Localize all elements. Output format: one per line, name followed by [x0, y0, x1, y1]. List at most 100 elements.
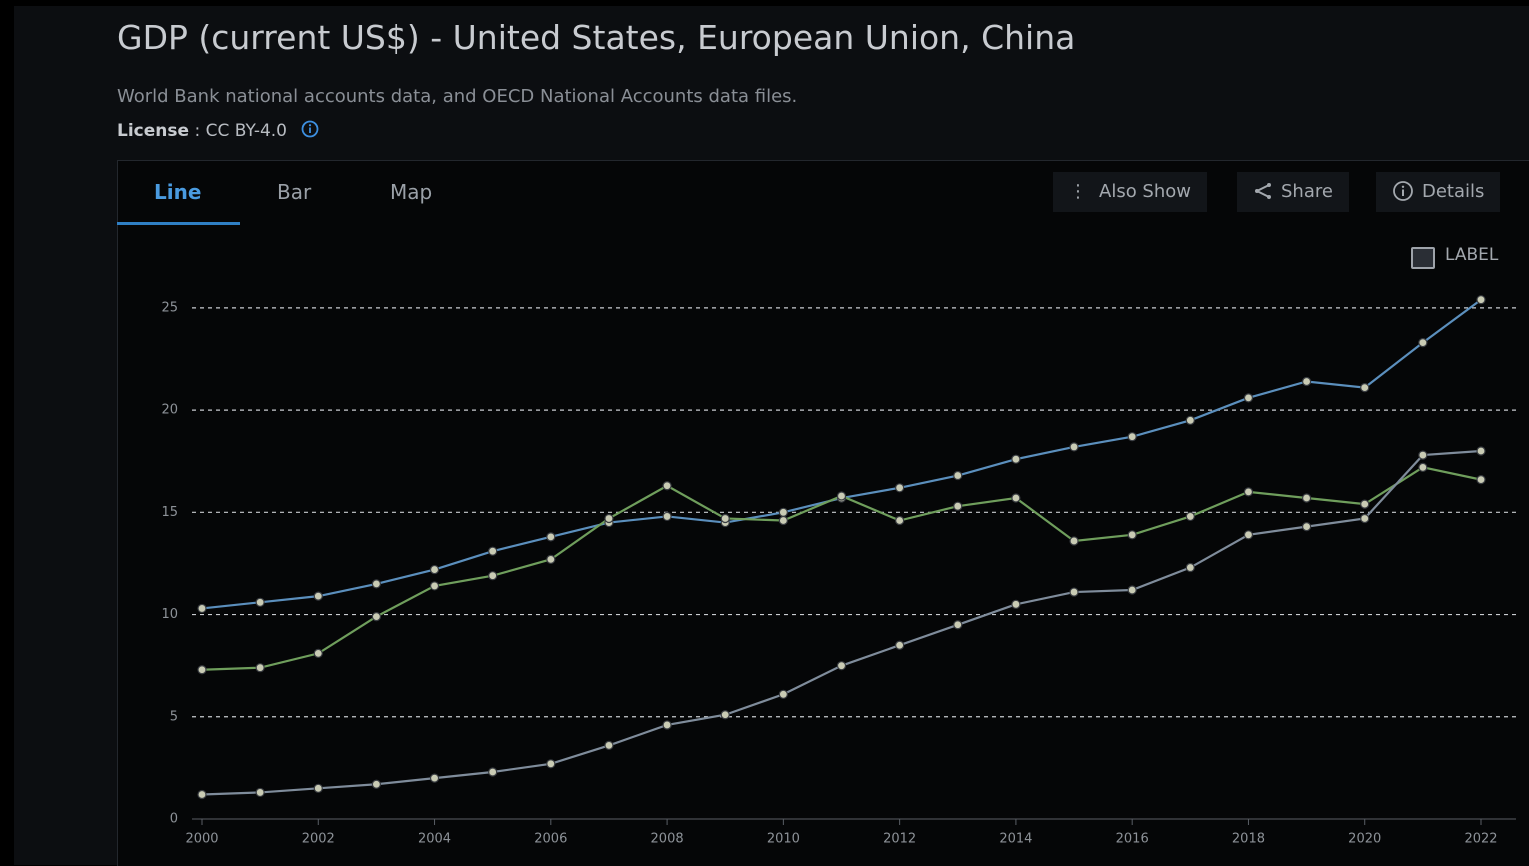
license: License : CC BY-4.0	[117, 119, 320, 141]
data-point	[778, 689, 788, 699]
data-point	[662, 481, 672, 491]
x-tick-label: 2006	[534, 832, 567, 847]
label-toggle: LABEL	[1445, 245, 1499, 265]
data-point	[778, 515, 788, 526]
data-point	[313, 591, 323, 601]
data-point	[720, 710, 730, 720]
license-value: : CC BY-4.0	[194, 121, 287, 141]
data-point	[1476, 475, 1486, 485]
data-point	[546, 554, 556, 564]
data-point	[1301, 493, 1312, 503]
data-point	[488, 546, 498, 556]
data-point	[371, 611, 382, 622]
y-tick-label: 10	[161, 607, 178, 622]
y-tick-label: 20	[161, 403, 178, 418]
data-point	[1360, 383, 1370, 393]
data-point	[895, 515, 905, 526]
data-point	[1301, 376, 1312, 387]
data-point	[1476, 446, 1486, 456]
data-point	[1127, 432, 1137, 442]
data-point	[895, 483, 905, 493]
data-point	[662, 720, 672, 730]
x-tick-label: 2004	[418, 832, 451, 847]
data-point	[313, 783, 323, 793]
data-point	[604, 513, 614, 524]
data-point	[197, 789, 207, 800]
data-point	[546, 759, 556, 769]
data-point	[953, 470, 963, 481]
tab[interactable]: Line	[154, 180, 202, 204]
y-tick-label: 5	[170, 709, 178, 724]
data-point	[1360, 513, 1370, 524]
data-point	[604, 740, 614, 751]
data-point	[1476, 295, 1486, 305]
tab-underline	[117, 222, 240, 225]
button-label: Details	[1422, 181, 1485, 202]
data-point	[1185, 562, 1195, 573]
data-point	[488, 571, 498, 581]
x-tick-label: 2016	[1116, 832, 1149, 847]
also-show-button[interactable]: ⋮ Also Show	[1053, 172, 1207, 212]
data-point	[1127, 530, 1137, 540]
share-button[interactable]: Share	[1237, 172, 1349, 212]
data-point	[1418, 450, 1428, 460]
data-point	[1185, 415, 1195, 425]
chart-box	[117, 160, 1529, 866]
data-point	[255, 787, 265, 798]
info-icon[interactable]	[300, 119, 320, 139]
data-point	[546, 532, 556, 542]
data-point	[1418, 338, 1428, 348]
data-point	[836, 661, 847, 671]
data-point	[1069, 536, 1079, 546]
data-point	[1243, 530, 1254, 540]
label-checkbox[interactable]	[1411, 247, 1435, 269]
page-title: GDP (current US$) - United States, Europ…	[117, 18, 1076, 57]
data-point	[1011, 493, 1021, 503]
data-point	[1418, 462, 1428, 472]
tab[interactable]: Bar	[277, 180, 312, 204]
data-point	[429, 581, 440, 591]
data-point	[1069, 587, 1079, 597]
data-point	[1360, 499, 1370, 509]
y-tick-label: 25	[161, 300, 178, 315]
x-tick-label: 2008	[651, 832, 684, 847]
data-point	[953, 620, 963, 630]
data-point	[1069, 442, 1079, 452]
details-button[interactable]: Details	[1376, 172, 1501, 212]
x-tick-label: 2018	[1232, 832, 1265, 847]
button-label: Also Show	[1099, 181, 1191, 202]
data-point	[255, 663, 265, 673]
data-point	[720, 513, 730, 524]
x-tick-label: 2020	[1348, 832, 1381, 847]
data-point	[778, 507, 788, 517]
x-tick-label: 2022	[1464, 832, 1497, 847]
data-point	[662, 511, 672, 522]
x-tick-label: 2010	[767, 832, 800, 847]
data-point	[1185, 511, 1195, 522]
series-line	[201, 298, 1482, 610]
subtitle: World Bank national accounts data, and O…	[117, 86, 798, 107]
data-point	[1011, 454, 1021, 464]
x-tick-label: 2012	[883, 832, 916, 847]
x-tick-label: 2000	[185, 832, 218, 847]
data-point	[313, 648, 323, 659]
button-label: Share	[1281, 181, 1333, 202]
y-tick-label: 15	[161, 505, 178, 520]
data-point	[1243, 487, 1254, 497]
data-point	[429, 773, 440, 783]
data-point	[197, 665, 207, 675]
data-point	[1243, 393, 1254, 403]
data-point	[371, 779, 382, 789]
x-tick-label: 2014	[999, 832, 1032, 847]
license-label: License	[117, 121, 190, 141]
data-point	[429, 564, 440, 575]
tab[interactable]: Map	[390, 180, 433, 204]
data-point	[1011, 599, 1021, 609]
x-tick-label: 2002	[302, 832, 335, 847]
data-point	[1127, 585, 1137, 595]
data-point	[895, 640, 905, 650]
data-point	[1301, 522, 1312, 532]
data-point	[488, 767, 498, 777]
